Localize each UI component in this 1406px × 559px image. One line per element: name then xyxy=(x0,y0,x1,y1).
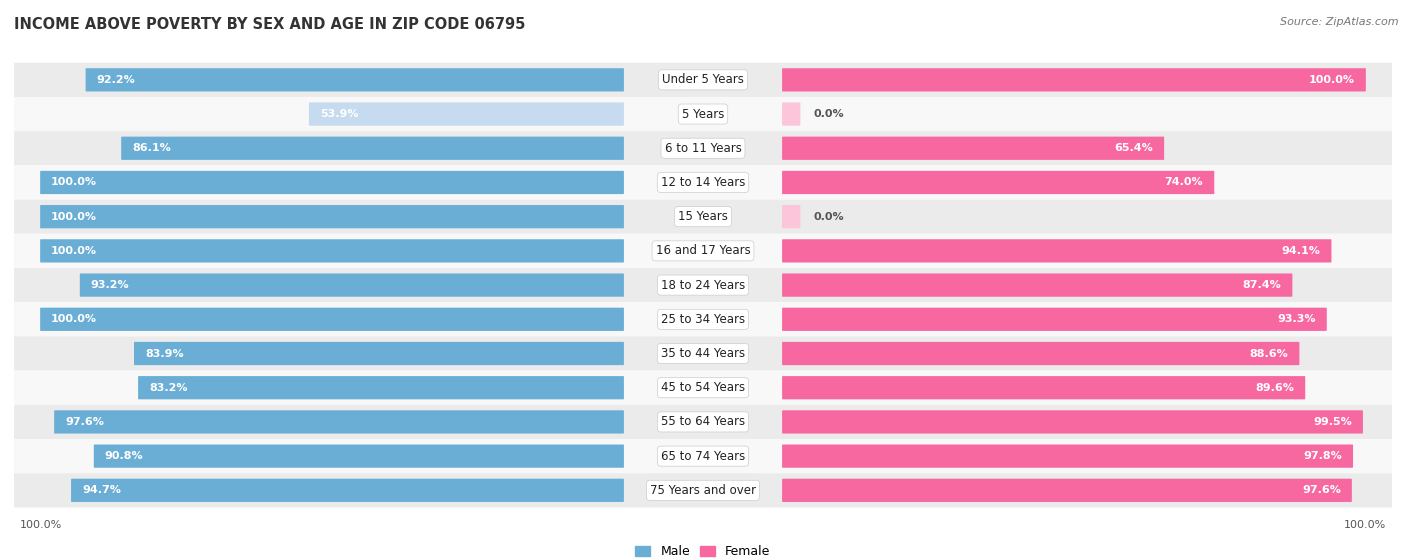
Legend: Male, Female: Male, Female xyxy=(630,540,776,559)
FancyBboxPatch shape xyxy=(14,165,1392,200)
Text: 100.0%: 100.0% xyxy=(51,177,97,187)
Text: 86.1%: 86.1% xyxy=(132,143,172,153)
FancyBboxPatch shape xyxy=(14,131,1392,165)
Text: 74.0%: 74.0% xyxy=(1164,177,1204,187)
FancyBboxPatch shape xyxy=(14,405,1392,439)
Text: 94.1%: 94.1% xyxy=(1282,246,1320,256)
FancyBboxPatch shape xyxy=(14,97,1392,131)
Text: 45 to 54 Years: 45 to 54 Years xyxy=(661,381,745,394)
FancyBboxPatch shape xyxy=(80,273,624,297)
Text: 16 and 17 Years: 16 and 17 Years xyxy=(655,244,751,257)
Text: 12 to 14 Years: 12 to 14 Years xyxy=(661,176,745,189)
FancyBboxPatch shape xyxy=(134,342,624,365)
Text: 100.0%: 100.0% xyxy=(1309,75,1355,85)
Text: 5 Years: 5 Years xyxy=(682,107,724,121)
FancyBboxPatch shape xyxy=(14,234,1392,268)
FancyBboxPatch shape xyxy=(14,200,1392,234)
FancyBboxPatch shape xyxy=(309,102,624,126)
Text: 90.8%: 90.8% xyxy=(105,451,143,461)
Text: Source: ZipAtlas.com: Source: ZipAtlas.com xyxy=(1281,17,1399,27)
Text: 100.0%: 100.0% xyxy=(51,246,97,256)
FancyBboxPatch shape xyxy=(782,102,800,126)
FancyBboxPatch shape xyxy=(782,171,1215,194)
Text: 6 to 11 Years: 6 to 11 Years xyxy=(665,142,741,155)
FancyBboxPatch shape xyxy=(782,479,1351,502)
Text: 93.3%: 93.3% xyxy=(1277,314,1316,324)
Text: INCOME ABOVE POVERTY BY SEX AND AGE IN ZIP CODE 06795: INCOME ABOVE POVERTY BY SEX AND AGE IN Z… xyxy=(14,17,526,32)
Text: 92.2%: 92.2% xyxy=(97,75,135,85)
FancyBboxPatch shape xyxy=(782,376,1305,399)
Text: 100.0%: 100.0% xyxy=(51,212,97,222)
Text: 87.4%: 87.4% xyxy=(1243,280,1281,290)
Text: 100.0%: 100.0% xyxy=(51,314,97,324)
FancyBboxPatch shape xyxy=(782,273,1292,297)
Text: 0.0%: 0.0% xyxy=(813,212,844,222)
FancyBboxPatch shape xyxy=(41,171,624,194)
Text: 89.6%: 89.6% xyxy=(1256,383,1294,393)
FancyBboxPatch shape xyxy=(782,342,1299,365)
FancyBboxPatch shape xyxy=(782,307,1327,331)
FancyBboxPatch shape xyxy=(782,205,800,228)
Text: 75 Years and over: 75 Years and over xyxy=(650,484,756,497)
FancyBboxPatch shape xyxy=(782,68,1365,92)
FancyBboxPatch shape xyxy=(14,473,1392,508)
Text: 83.2%: 83.2% xyxy=(149,383,187,393)
Text: 93.2%: 93.2% xyxy=(91,280,129,290)
FancyBboxPatch shape xyxy=(72,479,624,502)
FancyBboxPatch shape xyxy=(14,337,1392,371)
FancyBboxPatch shape xyxy=(121,136,624,160)
Text: 97.6%: 97.6% xyxy=(65,417,104,427)
FancyBboxPatch shape xyxy=(41,239,624,263)
FancyBboxPatch shape xyxy=(782,410,1362,434)
Text: 97.8%: 97.8% xyxy=(1303,451,1341,461)
FancyBboxPatch shape xyxy=(14,371,1392,405)
FancyBboxPatch shape xyxy=(782,444,1353,468)
Text: 35 to 44 Years: 35 to 44 Years xyxy=(661,347,745,360)
Text: 15 Years: 15 Years xyxy=(678,210,728,223)
Text: 83.9%: 83.9% xyxy=(145,348,184,358)
FancyBboxPatch shape xyxy=(41,205,624,228)
FancyBboxPatch shape xyxy=(14,439,1392,473)
Text: 65 to 74 Years: 65 to 74 Years xyxy=(661,449,745,463)
FancyBboxPatch shape xyxy=(782,239,1331,263)
Text: 65.4%: 65.4% xyxy=(1115,143,1153,153)
Text: 94.7%: 94.7% xyxy=(82,485,121,495)
Text: 88.6%: 88.6% xyxy=(1250,348,1288,358)
FancyBboxPatch shape xyxy=(94,444,624,468)
Text: 25 to 34 Years: 25 to 34 Years xyxy=(661,313,745,326)
FancyBboxPatch shape xyxy=(138,376,624,399)
FancyBboxPatch shape xyxy=(41,307,624,331)
FancyBboxPatch shape xyxy=(782,136,1164,160)
Text: 0.0%: 0.0% xyxy=(813,109,844,119)
Text: 18 to 24 Years: 18 to 24 Years xyxy=(661,278,745,292)
Text: Under 5 Years: Under 5 Years xyxy=(662,73,744,86)
FancyBboxPatch shape xyxy=(86,68,624,92)
Text: 53.9%: 53.9% xyxy=(321,109,359,119)
FancyBboxPatch shape xyxy=(14,63,1392,97)
FancyBboxPatch shape xyxy=(14,302,1392,337)
Text: 99.5%: 99.5% xyxy=(1313,417,1353,427)
FancyBboxPatch shape xyxy=(14,268,1392,302)
Text: 97.6%: 97.6% xyxy=(1302,485,1341,495)
Text: 55 to 64 Years: 55 to 64 Years xyxy=(661,415,745,428)
FancyBboxPatch shape xyxy=(55,410,624,434)
